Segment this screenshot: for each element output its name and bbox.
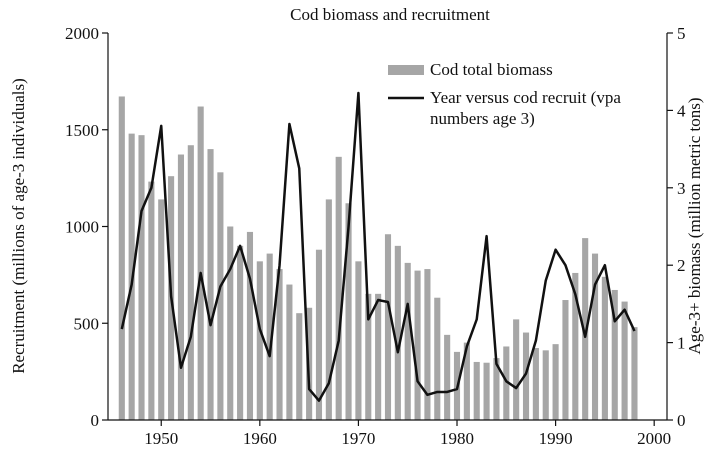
y-tick-label: 500 [74,314,100,333]
bar [296,313,303,420]
x-tick-label: 1950 [144,429,178,448]
bar [276,269,283,420]
bar [424,269,431,420]
bar [315,249,323,420]
bar [582,238,589,420]
bar [532,348,539,420]
bar [365,293,372,420]
y2-tick-label: 4 [677,101,686,120]
x-tick-label: 2000 [637,429,671,448]
bar [394,245,401,420]
bar [444,334,451,420]
bar [148,181,155,420]
x-tick-label: 1990 [539,429,573,448]
bar [621,301,628,420]
bar [138,135,145,420]
bar [197,106,204,420]
y2-axis-label: Age-3+ biomass (million metric tons) [685,98,704,355]
x-tick-label: 1980 [440,429,474,448]
bar [483,362,490,420]
y-tick-label: 0 [91,411,100,430]
y-axis-label: Recruitment (millions of age-3 individua… [9,78,28,374]
bar [384,234,392,420]
bar [345,203,352,420]
bar [118,96,125,420]
bar [404,262,411,420]
legend-label: Year versus cod recruit (vpa numbers age… [430,88,621,128]
y-tick-label: 2000 [65,24,99,43]
bar [434,297,441,420]
y2-tick-label: 1 [677,334,686,353]
y2-tick-label: 0 [677,411,686,430]
bar [187,145,194,421]
x-tick-label: 1970 [341,429,375,448]
bar [473,361,480,420]
bar [631,327,638,420]
bar [266,253,273,420]
line [120,91,636,402]
bar [493,358,500,420]
bar [207,149,214,420]
legend-swatch [388,65,424,75]
bar [513,319,520,420]
bar [562,300,569,420]
bar [503,346,510,420]
bar [335,156,342,420]
bar [591,253,599,420]
bar [286,284,293,420]
bar [325,199,332,420]
bar [463,342,470,420]
bar [572,272,579,420]
bar [375,293,382,420]
bar [601,276,608,420]
bar [227,226,234,420]
y2-tick-label: 2 [677,256,686,275]
y2-tick-label: 5 [677,24,686,43]
bar [552,344,559,420]
bar [158,199,165,420]
y2-tick-label: 3 [677,179,686,198]
y-tick-label: 1500 [65,121,99,140]
x-tick-label: 1960 [243,429,277,448]
bar [542,350,549,420]
bar [246,231,254,420]
legend-label: Cod total biomass [430,60,553,79]
bar [611,289,618,420]
bar [355,261,362,420]
y-tick-label: 1000 [65,218,99,237]
bar [256,261,263,420]
chart-title: Cod biomass and recruitment [290,5,490,24]
bar [237,245,244,420]
bar [177,154,185,420]
bar [217,172,224,420]
bar [414,270,421,420]
bar [522,332,530,420]
